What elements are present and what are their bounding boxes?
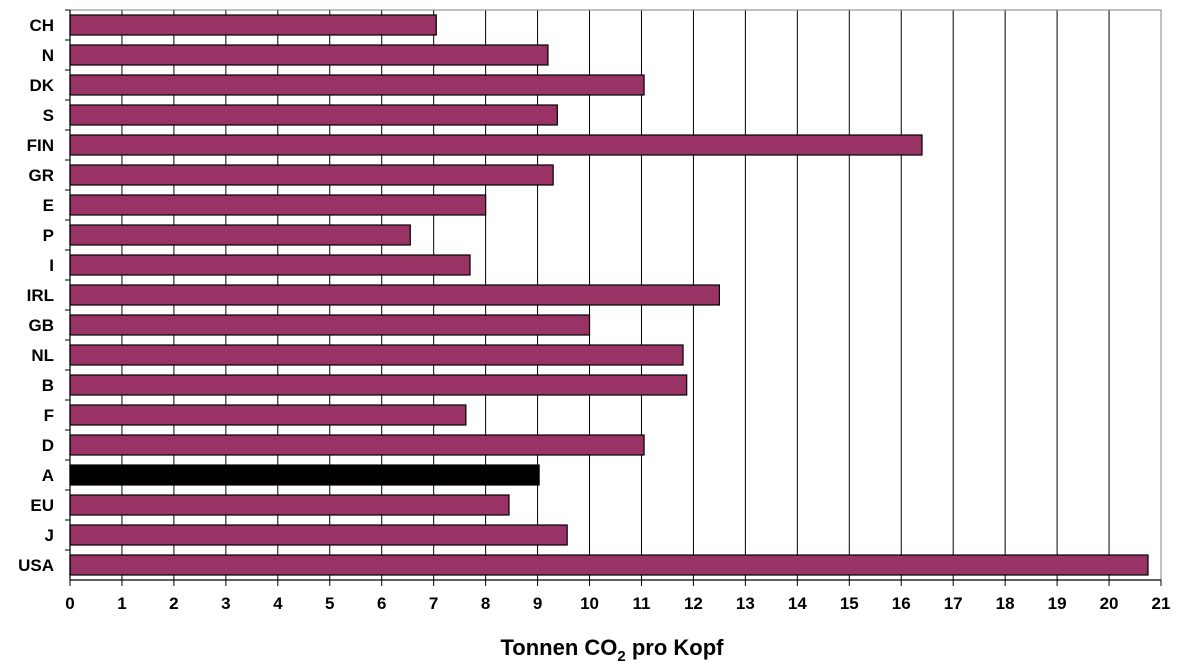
bar-fin [69, 134, 923, 156]
x-tick-label-10: 10 [580, 594, 599, 613]
x-tick-label-3: 3 [221, 594, 230, 613]
category-label-irl: IRL [27, 286, 54, 305]
x-tick-label-4: 4 [273, 594, 283, 613]
category-label-fin: FIN [27, 136, 54, 155]
x-tick-label-20: 20 [1100, 594, 1119, 613]
bar-ch [69, 14, 437, 36]
bar-irl [69, 284, 721, 306]
category-label-d: D [42, 436, 54, 455]
category-label-gb: GB [29, 316, 55, 335]
x-axis-title: Tonnen CO2 pro Kopf [500, 635, 724, 665]
bar-nl [69, 344, 684, 366]
bar-p [69, 224, 411, 246]
x-tick-label-19: 19 [1048, 594, 1067, 613]
x-tick-label-12: 12 [684, 594, 703, 613]
x-tick-label-8: 8 [481, 594, 490, 613]
x-tick-label-11: 11 [632, 594, 650, 613]
bar-n [69, 44, 549, 66]
category-label-gr: GR [29, 166, 55, 185]
bar-usa [69, 554, 1149, 576]
x-tick-label-13: 13 [736, 594, 755, 613]
category-label-i: I [49, 256, 54, 275]
bar-d [69, 434, 645, 456]
category-label-j: J [45, 526, 54, 545]
axes [65, 9, 1162, 586]
x-tick-label-15: 15 [840, 594, 859, 613]
bar-b [69, 374, 688, 396]
bar-j [69, 524, 568, 546]
x-tick-label-21: 21 [1152, 594, 1171, 613]
bar-i [69, 254, 471, 276]
bar-s [69, 104, 558, 126]
category-label-s: S [43, 106, 54, 125]
bar-f [69, 404, 467, 426]
category-label-ch: CH [29, 16, 54, 35]
x-tick-labels: 0 1 2 3 4 5 6 7 8 9 10 11 12 13 14 15 16 17 18 19 20 21 [65, 594, 1170, 613]
category-label-f: F [44, 406, 54, 425]
bar-dk [69, 74, 645, 96]
category-label-n: N [42, 46, 54, 65]
x-tick-label-17: 17 [944, 594, 963, 613]
x-tick-label-5: 5 [325, 594, 334, 613]
x-tick-label-16: 16 [892, 594, 911, 613]
bar-gb [69, 314, 591, 336]
x-tick-label-9: 9 [533, 594, 542, 613]
x-tick-label-6: 6 [377, 594, 386, 613]
category-label-eu: EU [30, 496, 54, 515]
x-tick-label-2: 2 [169, 594, 178, 613]
category-label-a: A [42, 466, 54, 485]
x-tick-label-7: 7 [429, 594, 438, 613]
bar-gr [69, 164, 554, 186]
category-label-p: P [43, 226, 54, 245]
bar-a [69, 464, 540, 486]
category-label-e: E [43, 196, 54, 215]
category-label-usa: USA [18, 556, 54, 575]
category-label-dk: DK [29, 76, 54, 95]
bar-e [69, 194, 487, 216]
x-tick-label-0: 0 [65, 594, 74, 613]
x-tick-label-18: 18 [996, 594, 1015, 613]
category-label-b: B [42, 376, 54, 395]
bar-eu [69, 494, 510, 516]
x-tick-label-1: 1 [117, 594, 126, 613]
x-tick-label-14: 14 [788, 594, 807, 613]
category-label-nl: NL [31, 346, 54, 365]
bars [69, 14, 1149, 576]
